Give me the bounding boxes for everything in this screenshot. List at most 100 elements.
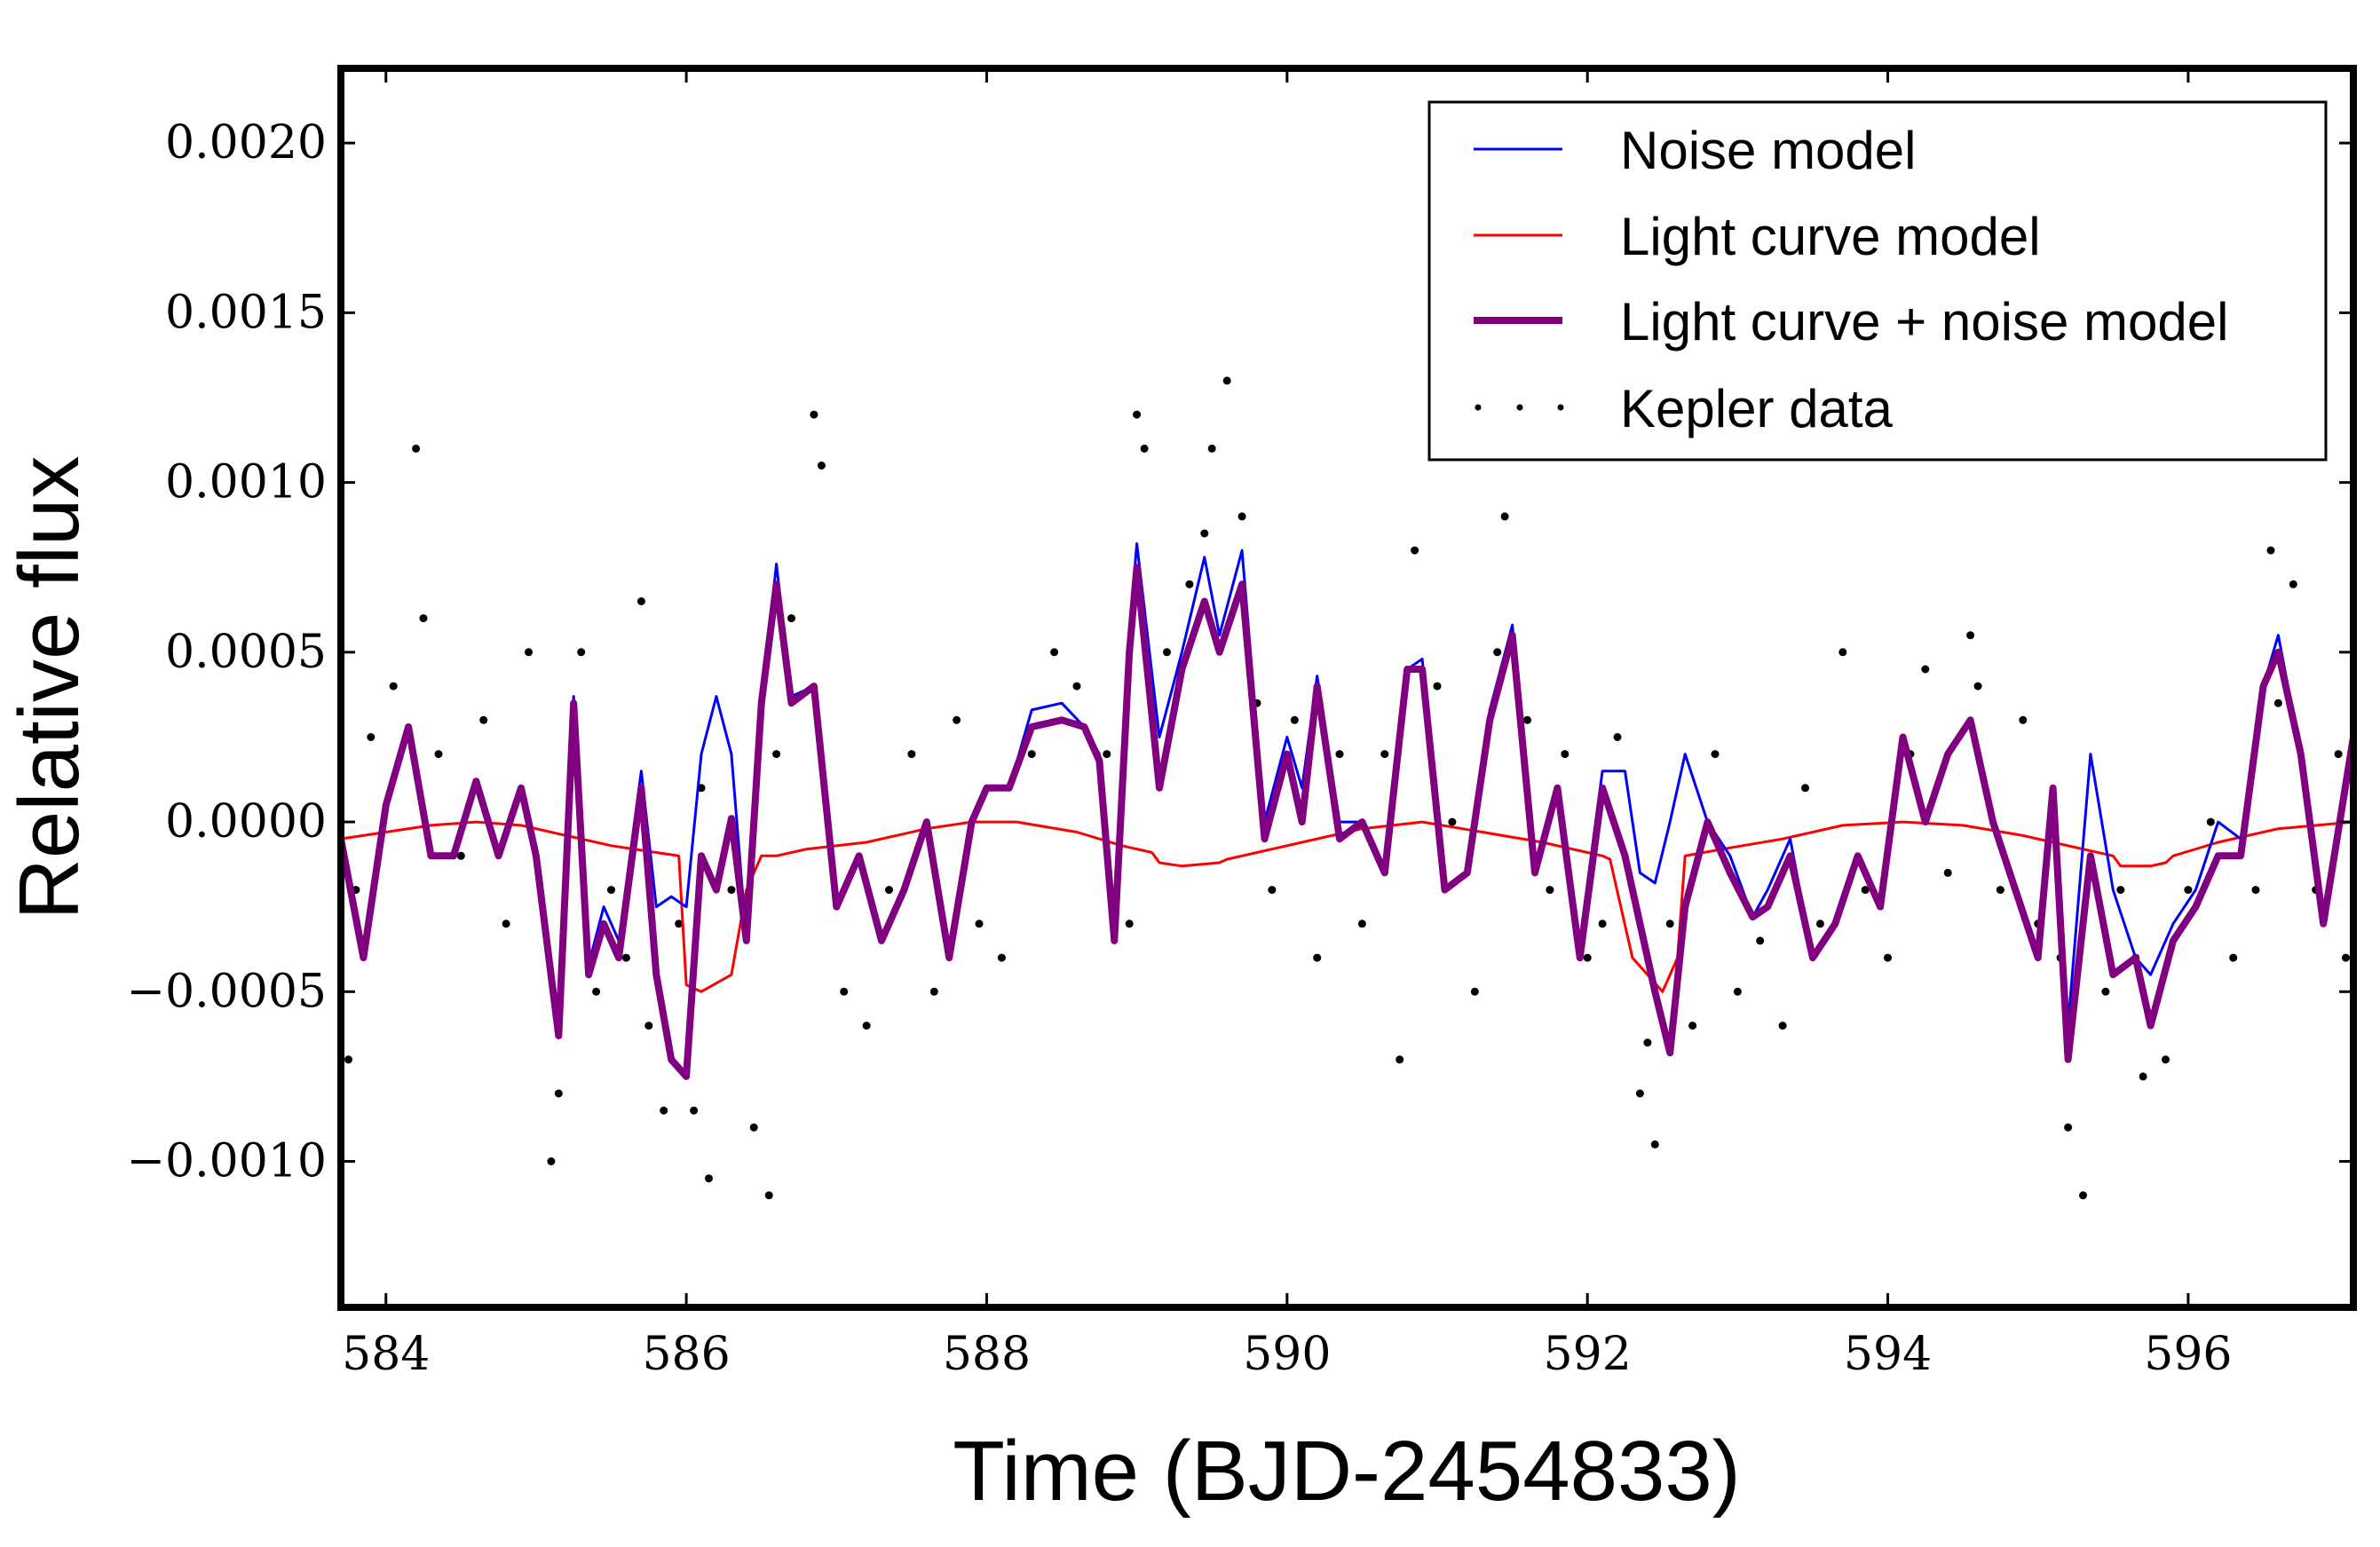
- kepler-data-point: [621, 953, 630, 962]
- kepler-data-point: [1561, 750, 1570, 759]
- kepler-data-point: [637, 597, 645, 605]
- kepler-data-point: [1598, 920, 1607, 928]
- series-kepler-data: [344, 376, 2350, 1200]
- kepler-data-point: [2064, 1123, 2073, 1132]
- kepler-data-point: [2019, 715, 2028, 724]
- kepler-data-point: [1470, 987, 1479, 996]
- kepler-data-point: [953, 715, 961, 724]
- legend-swatch-kepler-data-2: [1516, 404, 1523, 411]
- kepler-data-point: [705, 1174, 713, 1183]
- kepler-data-point: [1185, 580, 1194, 588]
- kepler-data-point: [2101, 987, 2110, 996]
- kepler-data-point: [1493, 648, 1502, 657]
- kepler-data-point: [419, 614, 428, 623]
- y-tick-label: 0.0015: [165, 286, 327, 339]
- legend-swatch-kepler-data-1: [1475, 404, 1482, 411]
- kepler-data-point: [554, 1089, 563, 1098]
- kepler-data-point: [2184, 886, 2193, 895]
- x-axis-title: Time (BJD-2454833): [953, 1424, 1740, 1519]
- kepler-data-point: [1643, 1038, 1652, 1047]
- kepler-data-point: [2139, 1072, 2147, 1081]
- kepler-data-point: [772, 750, 781, 759]
- legend: Noise model Light curve model Light curv…: [1427, 100, 2328, 462]
- y-tick-label: 0.0010: [165, 456, 327, 509]
- kepler-data-point: [1433, 682, 1442, 691]
- kepler-data-point: [907, 750, 916, 759]
- kepler-data-point: [1650, 1140, 1659, 1148]
- kepler-data-point: [2251, 886, 2260, 895]
- x-tick-label: 592: [1544, 1328, 1632, 1381]
- kepler-data-point: [412, 444, 421, 453]
- kepler-data-point: [344, 1055, 352, 1064]
- legend-label-kepler-data: Kepler data: [1620, 379, 1894, 438]
- legend-box: [1427, 100, 2328, 462]
- kepler-data-point: [660, 1106, 668, 1115]
- series-line-light-curve-noise-model: [341, 564, 2353, 1080]
- kepler-data-point: [1711, 750, 1720, 759]
- kepler-data-point: [1966, 631, 1975, 640]
- kepler-data-point: [1613, 733, 1622, 741]
- kepler-data-point: [929, 987, 938, 996]
- kepler-data-point: [1801, 784, 1809, 793]
- kepler-data-point: [1140, 444, 1149, 453]
- kepler-data-point: [2273, 699, 2282, 707]
- kepler-data-point: [502, 920, 510, 928]
- y-tick-label: 0.0020: [165, 116, 327, 170]
- plot-frame: [337, 65, 2357, 1311]
- kepler-data-point: [764, 1191, 773, 1200]
- kepler-data-point: [675, 920, 684, 928]
- kepler-data-point: [1237, 512, 1246, 521]
- y-tick-label: 0.0005: [165, 626, 327, 679]
- kepler-data-point: [690, 1106, 699, 1115]
- kepler-data-point: [1357, 920, 1366, 928]
- kepler-data-point: [840, 987, 849, 996]
- ticks-layer: 584 586 588 590 592 594 596 −0.0010 −0.0005 0.000…: [126, 68, 2353, 1381]
- kepler-data-point: [2116, 886, 2125, 895]
- kepler-data-point: [1996, 886, 2004, 895]
- kepler-data-point: [1222, 376, 1231, 385]
- x-tick-label: 586: [642, 1328, 730, 1381]
- kepler-data-point: [862, 1022, 871, 1030]
- kepler-data-point: [367, 733, 376, 741]
- kepler-data-point: [1756, 936, 1765, 945]
- kepler-data-point: [817, 462, 826, 470]
- kepler-data-point: [1861, 886, 1870, 895]
- kepler-data-point: [1733, 987, 1742, 996]
- x-tick-label: 594: [1844, 1328, 1932, 1381]
- kepler-data-point: [1500, 512, 1509, 521]
- kepler-data-point: [1583, 953, 1592, 962]
- kepler-data-point: [749, 1123, 758, 1132]
- kepler-data-point: [607, 886, 615, 895]
- y-tick-label: −0.0010: [126, 1135, 327, 1188]
- kepler-data-point: [1027, 750, 1036, 759]
- kepler-data-point: [479, 715, 488, 724]
- x-tick-label: 588: [943, 1328, 1031, 1381]
- kepler-data-point: [525, 648, 533, 657]
- kepler-data-point: [1200, 529, 1209, 538]
- kepler-data-point: [1838, 648, 1847, 657]
- kepler-data-point: [1411, 546, 1419, 555]
- series-line-light-curve-model: [341, 820, 2353, 993]
- kepler-data-point: [389, 682, 398, 691]
- kepler-data-point: [885, 886, 893, 895]
- kepler-data-point: [1688, 1022, 1697, 1030]
- legend-label-combined-model: Light curve + noise model: [1620, 292, 2228, 351]
- kepler-data-point: [456, 851, 465, 860]
- kepler-data-point: [1921, 665, 1930, 674]
- kepler-data-point: [787, 614, 795, 623]
- kepler-data-point: [1665, 920, 1674, 928]
- kepler-data-point: [1778, 1022, 1787, 1030]
- kepler-data-point: [2342, 953, 2350, 962]
- kepler-data-point: [1313, 953, 1322, 962]
- series-layer: [341, 376, 2353, 1200]
- kepler-data-point: [1103, 750, 1111, 759]
- legend-label-light-curve-model: Light curve model: [1620, 207, 2041, 266]
- kepler-data-point: [547, 1157, 556, 1165]
- kepler-data-point: [2162, 1055, 2170, 1064]
- kepler-data-point: [2206, 817, 2215, 826]
- legend-swatch-kepler-data-3: [1557, 404, 1564, 411]
- kepler-data-point: [975, 920, 984, 928]
- kepler-data-point: [1884, 953, 1892, 962]
- x-tick-label: 596: [2144, 1328, 2232, 1381]
